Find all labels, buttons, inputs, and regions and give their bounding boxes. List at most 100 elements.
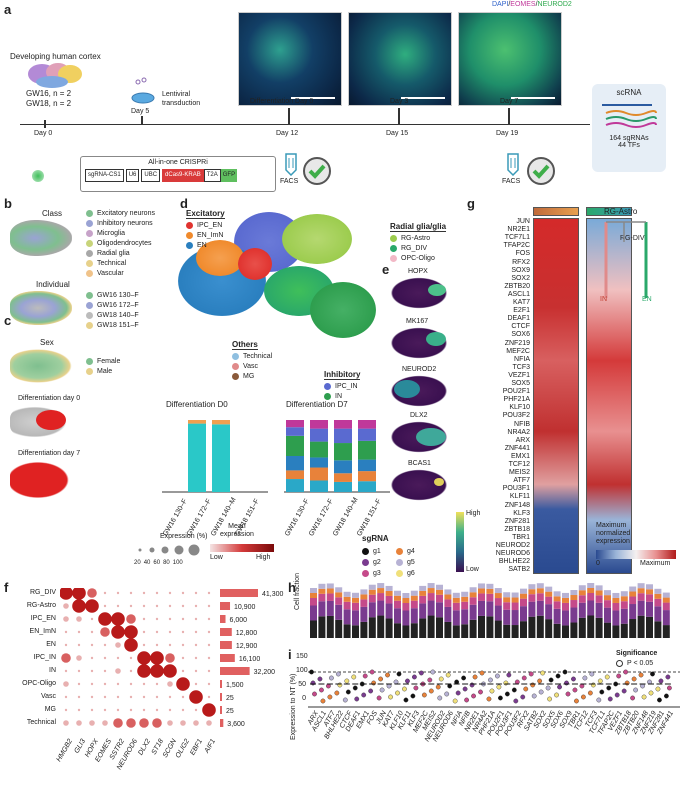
- i-dot: [428, 688, 434, 694]
- h-segment: [402, 602, 410, 611]
- i-dot: [472, 674, 478, 680]
- stack-segment: [212, 424, 230, 492]
- legend-label: g2: [373, 558, 381, 566]
- f-dot: [103, 682, 107, 686]
- legend-label: Technical: [97, 259, 127, 267]
- sgrna-item: g3: [362, 568, 396, 578]
- legend-dot: [86, 249, 93, 257]
- f-dot: [100, 627, 110, 637]
- h-segment: [520, 606, 527, 622]
- i-dot: [633, 687, 638, 693]
- i-dot: [327, 694, 333, 700]
- h-segment: [469, 619, 477, 638]
- e-colorbar: [456, 512, 464, 572]
- legend-label: IPC_IN: [335, 382, 358, 390]
- stack-segment: [310, 420, 328, 429]
- legend-item: IPC_IN: [324, 381, 358, 391]
- f-row-label: OPC-Oligo: [22, 680, 56, 687]
- f-dot: [61, 653, 71, 663]
- f-dot: [90, 708, 94, 712]
- h-segment: [646, 584, 653, 590]
- h-segment: [612, 602, 620, 611]
- h-segment: [604, 600, 611, 608]
- bead-icon: [602, 104, 657, 128]
- class-legend-item: Oligodendrocytes: [86, 238, 155, 248]
- stack-segment: [310, 467, 328, 481]
- i-dot: [555, 673, 561, 679]
- g-colorbar-min: 0: [596, 560, 600, 567]
- i-dot: [368, 688, 374, 694]
- f-dot: [181, 669, 185, 673]
- g-gene-label: SOX2: [511, 274, 530, 282]
- f-count-label: 25: [226, 708, 234, 715]
- h-segment: [461, 601, 469, 610]
- i-dot: [437, 695, 443, 701]
- crispri-title: All-in-one CRISPRi: [148, 159, 208, 166]
- construct-ubc: UBC: [141, 169, 161, 182]
- class-umap: [10, 220, 72, 256]
- timeline-day0: Day 0: [34, 130, 53, 137]
- h-segment: [368, 584, 376, 590]
- h-segment: [662, 597, 670, 603]
- umap-cluster-enimn: [196, 240, 244, 276]
- e-highlight: [428, 284, 446, 296]
- i-dot: [548, 677, 554, 683]
- f-dot: [181, 591, 185, 595]
- h-segment: [604, 607, 611, 623]
- significance-title: Significance: [616, 650, 658, 657]
- legend-label: EN_ImN: [197, 231, 224, 239]
- f-dot: [194, 604, 198, 608]
- h-segment: [503, 624, 511, 638]
- i-dot: [418, 670, 424, 676]
- legend-dot: [86, 219, 93, 227]
- h-segment: [394, 608, 401, 624]
- others-legend: Technical Vasc MG: [232, 351, 272, 381]
- i-dot: [388, 694, 393, 700]
- scale-bar: [511, 97, 555, 99]
- legend-label: OPC-Oligo: [401, 254, 435, 262]
- h-segment: [486, 616, 494, 638]
- h-segment: [410, 590, 418, 596]
- h-segment: [436, 602, 443, 618]
- f-count-bar: [220, 693, 222, 701]
- f-count-bar: [220, 654, 235, 662]
- legend-label: Excitatory neurons: [97, 209, 155, 217]
- g-tree-label-rgdiv: RG-DIV: [620, 235, 645, 242]
- f-dot: [206, 720, 212, 726]
- legend-dot: [86, 321, 93, 329]
- h-segment: [612, 625, 620, 638]
- f-dot: [90, 617, 94, 621]
- sgrna-legend-title: sgRNA: [362, 534, 389, 543]
- e-umap-hopx: [388, 276, 450, 310]
- h-segment: [360, 621, 368, 638]
- g-header-bar-1: [533, 207, 579, 216]
- f-dot: [207, 656, 211, 660]
- f-dot: [168, 643, 172, 647]
- i-dot: [590, 682, 596, 688]
- e-umap-mk167: [388, 326, 450, 360]
- h-segment: [528, 616, 536, 638]
- i-dot: [334, 690, 340, 696]
- h-segment: [343, 601, 351, 610]
- h-segment: [419, 603, 427, 619]
- f-dot: [85, 599, 99, 613]
- legend-dot: [390, 244, 397, 252]
- i-dot: [369, 669, 375, 675]
- stack-segment: [358, 459, 376, 472]
- tf-count: 44 TFs: [618, 142, 640, 149]
- sgrna-item: g6: [396, 568, 430, 578]
- h-segment: [494, 598, 502, 606]
- f-count-bar: [220, 719, 224, 727]
- h-segment: [461, 609, 469, 625]
- i-dot: [621, 688, 627, 694]
- construct-t2a: T2A: [203, 169, 221, 182]
- f-dot: [181, 643, 185, 647]
- i-dot: [317, 676, 323, 682]
- i-dot: [461, 675, 467, 681]
- i-dot: [574, 698, 579, 704]
- lineage-tree: [604, 221, 648, 298]
- legend-dot: [362, 558, 369, 566]
- g-gene-label: ZNF219: [504, 339, 530, 347]
- i-dot: [599, 689, 605, 695]
- h-segment: [335, 587, 343, 593]
